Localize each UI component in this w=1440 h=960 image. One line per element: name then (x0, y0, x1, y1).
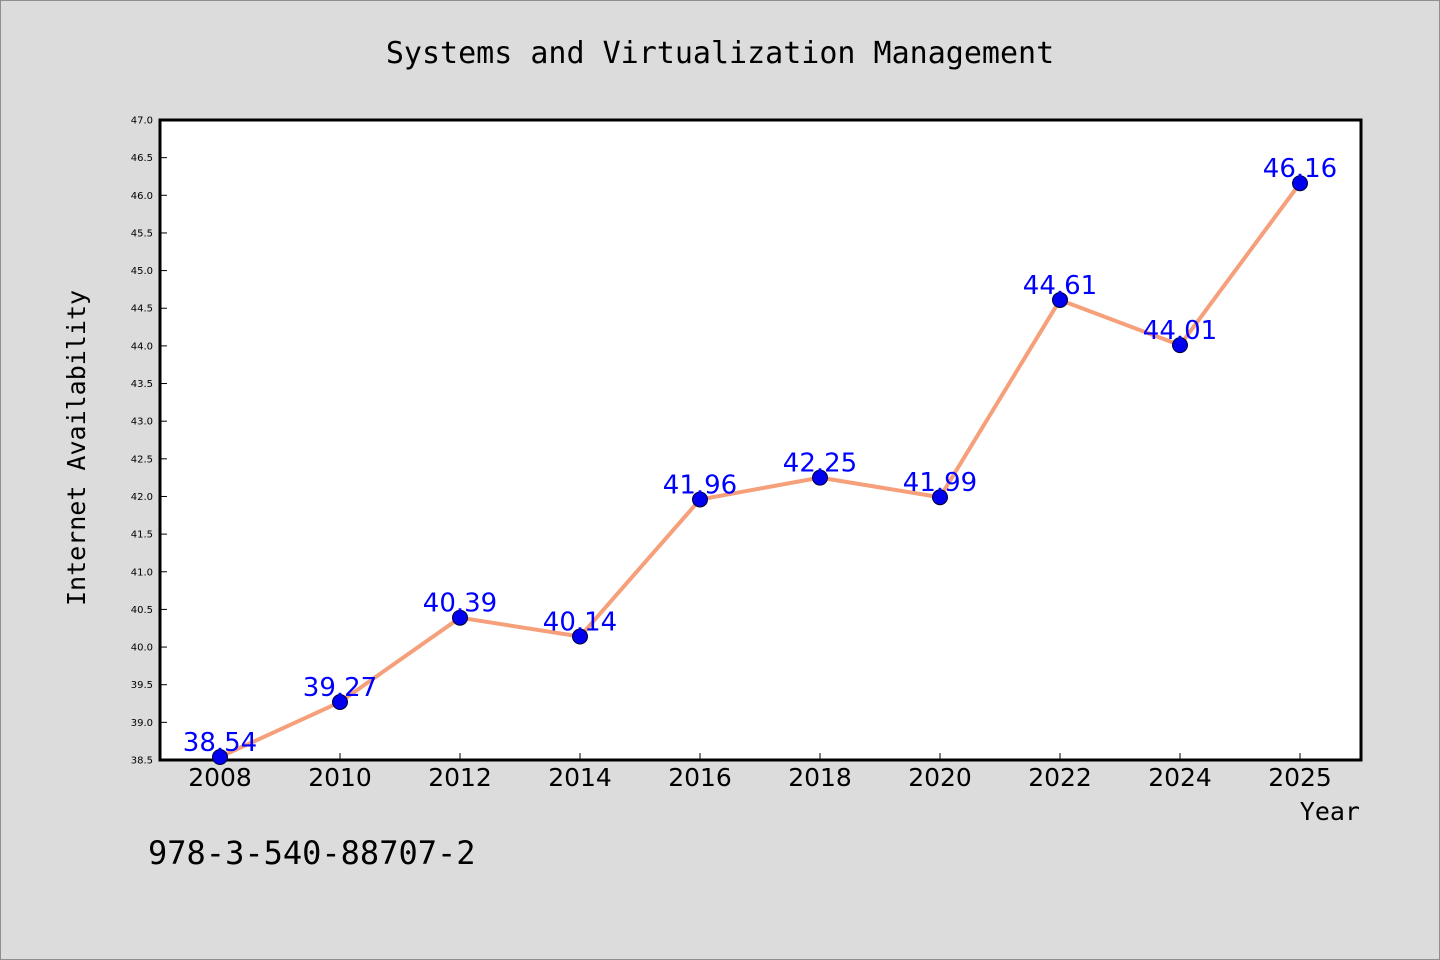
plot-area (158, 118, 1363, 762)
data-point (572, 628, 588, 645)
y-tick-label: 47.0 (131, 116, 153, 127)
data-label: 39.27 (303, 673, 377, 703)
chart-title: Systems and Virtualization Management (386, 36, 1054, 71)
x-axis-label: Year (1300, 797, 1360, 826)
data-point (1172, 337, 1188, 354)
data-point (1052, 291, 1068, 308)
y-tick-label: 41.5 (131, 530, 153, 541)
x-tick-label: 2016 (668, 763, 732, 792)
y-tick-label: 44.5 (131, 304, 153, 315)
y-tick-label: 45.5 (131, 228, 153, 239)
series-markers (212, 175, 1308, 765)
y-tick-label: 43.5 (131, 379, 153, 390)
data-point (692, 491, 708, 508)
data-label: 44.61 (1023, 271, 1097, 301)
y-tick-label: 42.0 (131, 492, 153, 503)
data-label: 42.25 (783, 449, 857, 479)
data-label: 46.16 (1263, 154, 1337, 184)
y-tick-label: 44.0 (131, 341, 153, 352)
y-axis: 38.5 39.0 39.5 40.0 40.5 41.0 41.5 42.0 42.5 43.0… (131, 116, 167, 767)
y-axis-label: Internet Availability (62, 290, 91, 606)
series-line (218, 181, 1302, 759)
x-tick-label: 2024 (1148, 763, 1212, 792)
x-tick-label: 2018 (788, 763, 852, 792)
y-tick-label: 45.0 (131, 266, 153, 277)
x-tick-label: 2020 (908, 763, 972, 792)
y-tick-label: 46.0 (131, 191, 153, 202)
data-point (812, 469, 828, 486)
isbn-annotation: 978-3-540-88707-2 (148, 834, 476, 872)
data-labels: 38.54 39.27 40.39 40.14 41.96 42.25 41.99 44.61… (183, 154, 1337, 758)
x-tick-label: 2012 (428, 763, 492, 792)
data-label: 40.39 (423, 589, 497, 619)
y-tick-label: 40.0 (131, 643, 153, 654)
y-tick-label: 39.5 (131, 680, 153, 691)
y-tick-label: 38.5 (131, 756, 153, 767)
data-label: 38.54 (183, 728, 257, 758)
data-point (1292, 175, 1308, 192)
x-tick-label: 2025 (1268, 763, 1332, 792)
x-axis: 2008 2010 2012 2014 2016 2018 2020 2022 2024 2025 (188, 753, 1332, 792)
y-tick-label: 46.5 (131, 153, 153, 164)
data-point (932, 489, 948, 506)
data-label: 41.96 (663, 470, 737, 500)
y-tick-label: 40.5 (131, 605, 153, 616)
y-tick-label: 43.0 (131, 417, 153, 428)
data-label: 41.99 (903, 468, 977, 498)
y-tick-label: 41.0 (131, 567, 153, 578)
x-tick-label: 2008 (188, 763, 252, 792)
x-tick-label: 2014 (548, 763, 612, 792)
y-tick-label: 42.5 (131, 454, 153, 465)
data-point (212, 748, 228, 765)
y-tick-label: 39.0 (131, 718, 153, 729)
x-tick-label: 2010 (308, 763, 372, 792)
data-label: 44.01 (1143, 316, 1217, 346)
x-tick-label: 2022 (1028, 763, 1092, 792)
data-point (332, 694, 348, 711)
data-point (452, 609, 468, 626)
data-label: 40.14 (543, 608, 617, 638)
